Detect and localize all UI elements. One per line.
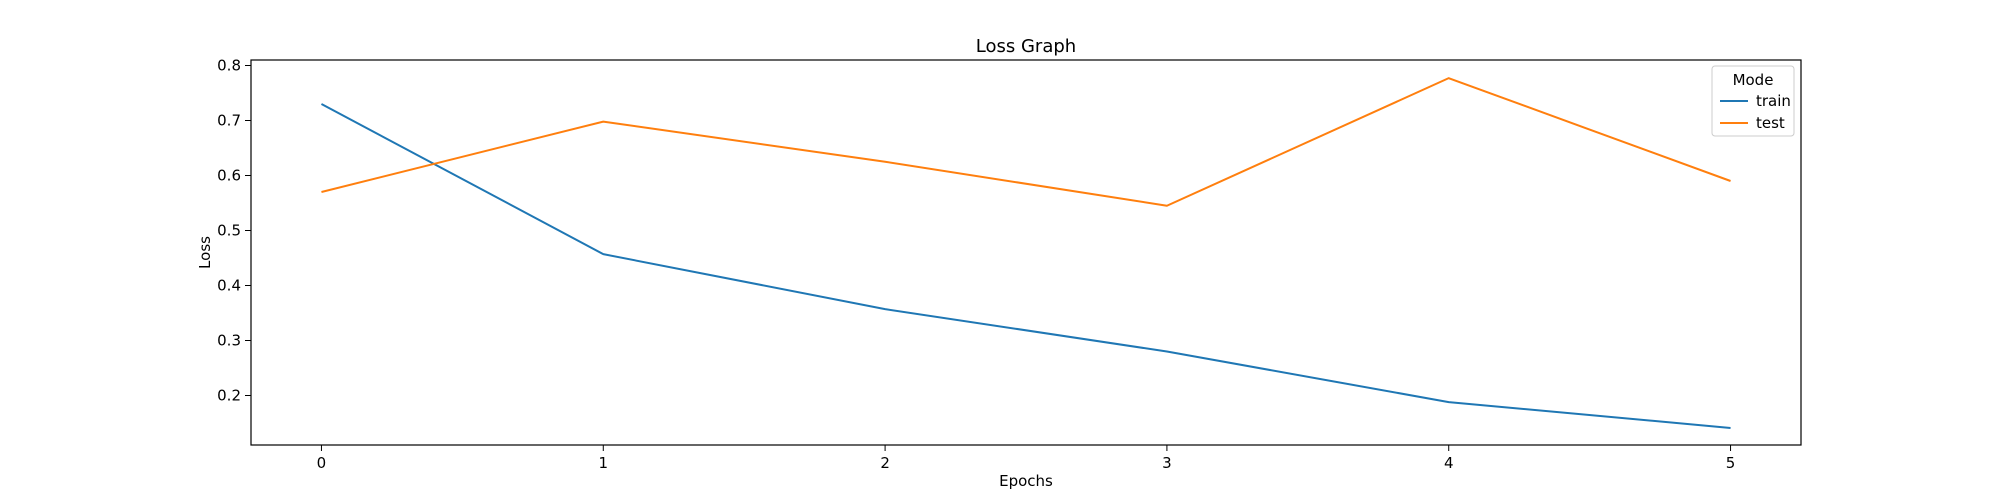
legend: Mode train test	[1711, 65, 1795, 137]
legend-title: Mode	[1733, 71, 1774, 89]
chart-title: Loss Graph	[976, 36, 1076, 57]
ticks-layer: 0 1 2 3 4 5 0.2 0.3 0.4 0.5 0.6 0.7 0.8	[217, 57, 1735, 473]
y-tick-label: 0.7	[217, 112, 241, 130]
x-tick-label: 1	[598, 454, 608, 472]
series-line-test	[321, 77, 1731, 207]
plot-frame	[250, 59, 1802, 446]
x-tick-label: 5	[1726, 454, 1736, 472]
series-line-train	[320, 103, 1731, 429]
legend-box	[1711, 65, 1795, 137]
x-axis-label: Epochs	[999, 472, 1053, 490]
y-tick-label: 0.6	[217, 167, 241, 185]
y-tick-label: 0.5	[217, 222, 241, 240]
series-layer	[320, 77, 1731, 429]
y-axis-label: Loss	[196, 236, 214, 269]
legend-entries: train test	[1720, 92, 1791, 132]
y-tick-label: 0.3	[217, 332, 241, 350]
y-tick-label: 0.4	[217, 277, 241, 295]
legend-label-train: train	[1756, 92, 1791, 110]
x-tick-label: 4	[1444, 454, 1454, 472]
legend-label-test: test	[1756, 114, 1785, 132]
y-tick-label: 0.8	[217, 57, 241, 75]
x-tick-label: 2	[880, 454, 890, 472]
y-tick-label: 0.2	[217, 387, 241, 405]
x-tick-label: 0	[317, 454, 327, 472]
x-tick-label: 3	[1162, 454, 1172, 472]
